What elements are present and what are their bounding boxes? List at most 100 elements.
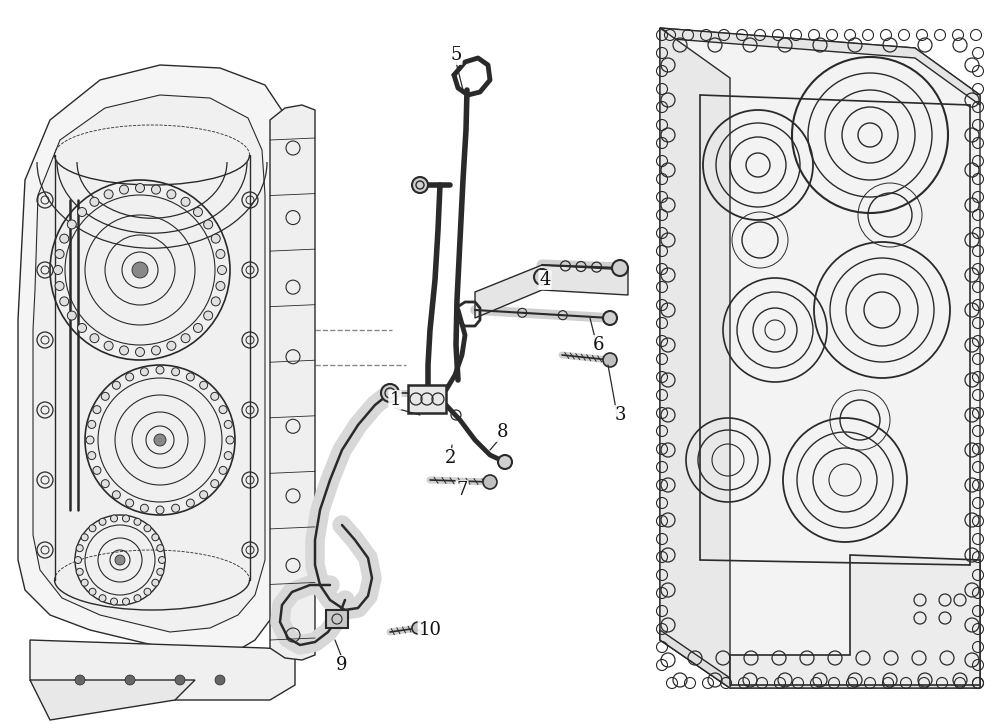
- Polygon shape: [30, 680, 195, 720]
- Polygon shape: [660, 28, 980, 105]
- Circle shape: [99, 595, 106, 602]
- Circle shape: [412, 622, 424, 634]
- Circle shape: [90, 333, 99, 343]
- FancyBboxPatch shape: [408, 385, 446, 413]
- Circle shape: [78, 207, 87, 216]
- Circle shape: [60, 234, 69, 243]
- Circle shape: [219, 405, 227, 414]
- Circle shape: [156, 506, 164, 514]
- Circle shape: [55, 250, 64, 258]
- Circle shape: [151, 346, 160, 355]
- Circle shape: [67, 220, 76, 229]
- Circle shape: [75, 675, 85, 685]
- Circle shape: [134, 595, 141, 602]
- Polygon shape: [270, 105, 315, 660]
- Circle shape: [224, 451, 232, 459]
- Circle shape: [104, 341, 113, 350]
- Circle shape: [603, 311, 617, 325]
- Circle shape: [81, 534, 88, 541]
- Circle shape: [151, 185, 160, 194]
- Circle shape: [120, 185, 129, 194]
- Circle shape: [81, 579, 88, 586]
- Circle shape: [181, 333, 190, 343]
- Circle shape: [76, 569, 83, 575]
- Circle shape: [67, 311, 76, 320]
- Circle shape: [211, 297, 220, 306]
- Circle shape: [122, 515, 129, 522]
- Circle shape: [412, 177, 428, 193]
- Polygon shape: [730, 555, 980, 685]
- Text: 4: 4: [539, 271, 551, 289]
- Circle shape: [144, 525, 151, 531]
- Circle shape: [112, 491, 120, 499]
- Circle shape: [157, 569, 164, 575]
- Circle shape: [89, 588, 96, 596]
- Circle shape: [125, 675, 135, 685]
- Circle shape: [76, 545, 83, 552]
- Circle shape: [140, 505, 148, 513]
- Text: 1: 1: [389, 391, 401, 409]
- Circle shape: [60, 297, 69, 306]
- Circle shape: [483, 475, 497, 489]
- Text: 8: 8: [496, 423, 508, 441]
- Circle shape: [175, 675, 185, 685]
- Circle shape: [381, 384, 399, 402]
- Text: 7: 7: [456, 481, 468, 499]
- Circle shape: [612, 260, 628, 276]
- Circle shape: [132, 262, 148, 278]
- Circle shape: [226, 436, 234, 444]
- Circle shape: [534, 269, 550, 285]
- Circle shape: [78, 323, 87, 333]
- Circle shape: [101, 480, 109, 488]
- Circle shape: [90, 197, 99, 206]
- Circle shape: [101, 392, 109, 400]
- Circle shape: [120, 346, 129, 355]
- Circle shape: [86, 436, 94, 444]
- Text: 10: 10: [418, 621, 442, 639]
- Circle shape: [55, 282, 64, 290]
- Circle shape: [218, 266, 226, 274]
- Circle shape: [216, 282, 225, 290]
- Polygon shape: [18, 65, 290, 658]
- Circle shape: [54, 266, 62, 274]
- Circle shape: [181, 197, 190, 206]
- Circle shape: [74, 556, 82, 563]
- Circle shape: [211, 392, 219, 400]
- Circle shape: [111, 515, 118, 522]
- Circle shape: [157, 545, 164, 552]
- Circle shape: [154, 434, 166, 446]
- Circle shape: [211, 234, 220, 243]
- Circle shape: [126, 499, 134, 507]
- Circle shape: [144, 588, 151, 596]
- Circle shape: [186, 373, 194, 381]
- Circle shape: [200, 491, 208, 499]
- Circle shape: [204, 311, 213, 320]
- Circle shape: [156, 366, 164, 374]
- Circle shape: [111, 598, 118, 605]
- Circle shape: [140, 368, 148, 376]
- Circle shape: [172, 368, 180, 376]
- Circle shape: [193, 323, 202, 333]
- Circle shape: [167, 341, 176, 350]
- Polygon shape: [660, 28, 730, 688]
- Circle shape: [104, 190, 113, 199]
- Circle shape: [88, 421, 96, 428]
- Text: 3: 3: [614, 406, 626, 424]
- Circle shape: [115, 555, 125, 565]
- Circle shape: [112, 381, 120, 389]
- Circle shape: [603, 353, 617, 367]
- Text: 6: 6: [592, 336, 604, 354]
- Text: 5: 5: [450, 46, 462, 64]
- Circle shape: [152, 534, 159, 541]
- Circle shape: [99, 518, 106, 526]
- Text: 9: 9: [336, 656, 348, 674]
- Polygon shape: [33, 95, 265, 632]
- Circle shape: [136, 347, 144, 357]
- Circle shape: [216, 250, 225, 258]
- Circle shape: [172, 505, 180, 513]
- FancyBboxPatch shape: [326, 610, 348, 628]
- Circle shape: [186, 499, 194, 507]
- Circle shape: [200, 381, 208, 389]
- Circle shape: [193, 207, 202, 216]
- Circle shape: [158, 556, 166, 563]
